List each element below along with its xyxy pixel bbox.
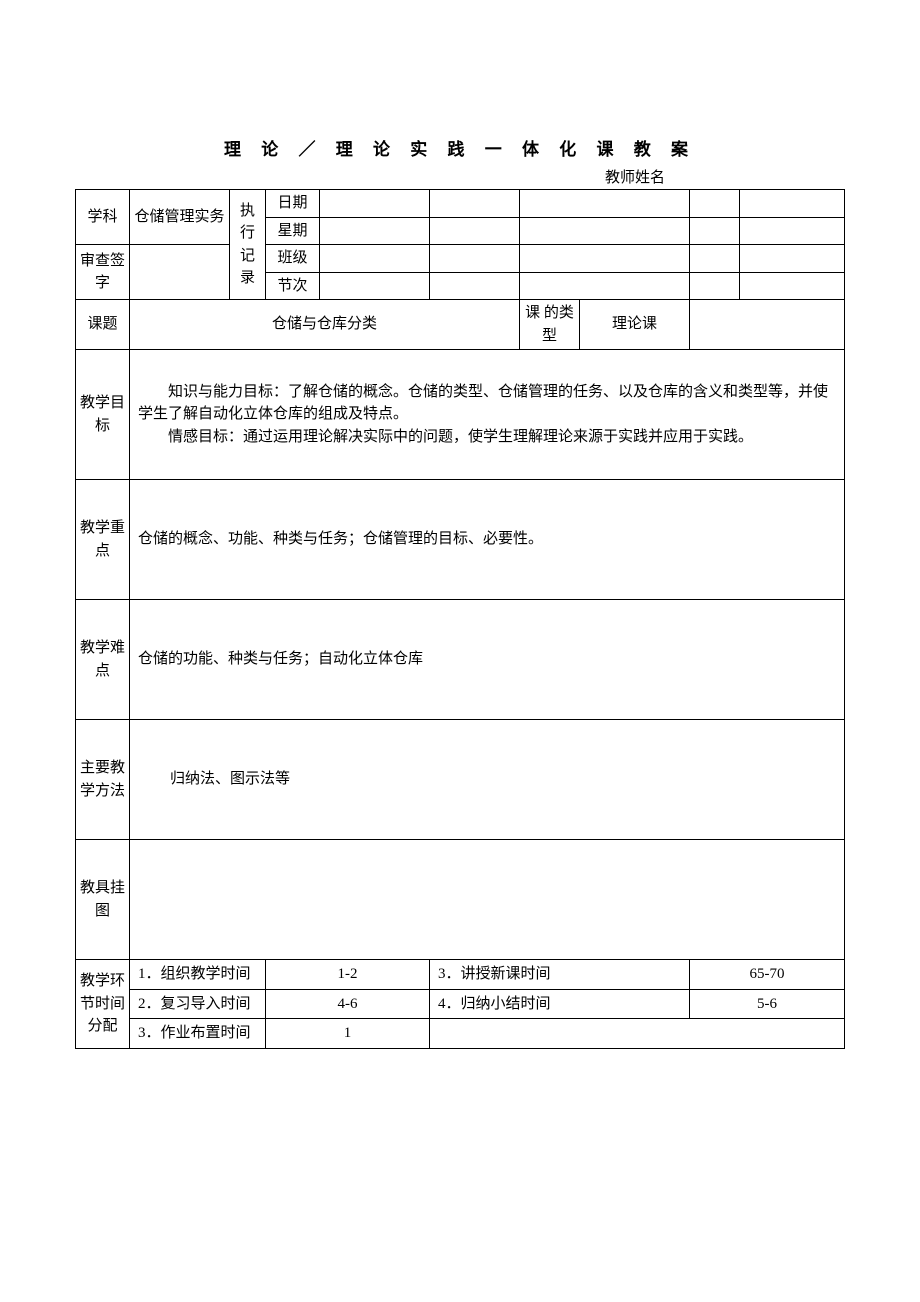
blank-cell: [740, 190, 845, 218]
blank-cell: [430, 272, 520, 300]
blank-cell: [430, 190, 520, 218]
class-label: 班级: [266, 245, 320, 273]
blank-cell: [690, 190, 740, 218]
document-title: 理 论 ／ 理 论 实 践 一 体 化 课 教 案: [75, 135, 845, 160]
table-row: 学科 仓储管理实务 执行记录 日期: [76, 190, 845, 218]
blank-cell: [740, 245, 845, 273]
lesson-plan-table: 学科 仓储管理实务 执行记录 日期 星期 审查签字 班级 节次 课题: [75, 189, 845, 1049]
objectives-text-2: 情感目标：通过运用理论解决实际中的问题，使学生理解理论来源于实践并应用于实践。: [138, 426, 836, 449]
timing-item-2-name: 2．复习导入时间: [130, 989, 266, 1019]
course-type-value: 理论课: [580, 300, 690, 350]
blank-cell: [520, 217, 690, 245]
tools-label: 教具挂图: [76, 840, 130, 960]
blank-cell: [690, 245, 740, 273]
difficulties-content: 仓储的功能、种类与任务；自动化立体仓库: [130, 600, 845, 720]
course-type-label: 课 的类 型: [520, 300, 580, 350]
subject-label: 学科: [76, 190, 130, 245]
timing-item-1-name: 1．组织教学时间: [130, 960, 266, 990]
timing-item-5-value: 5-6: [690, 989, 845, 1019]
date-label: 日期: [266, 190, 320, 218]
blank-cell: [690, 272, 740, 300]
timing-item-3-value: 1: [266, 1019, 430, 1049]
table-row: 审查签字 班级: [76, 245, 845, 273]
methods-content: 归纳法、图示法等: [130, 720, 845, 840]
blank-cell: [520, 190, 690, 218]
table-row: 教学难点 仓储的功能、种类与任务；自动化立体仓库: [76, 600, 845, 720]
blank-cell: [690, 217, 740, 245]
blank-cell: [740, 217, 845, 245]
review-label: 审查签字: [76, 245, 130, 300]
timing-item-2-value: 4-6: [266, 989, 430, 1019]
table-row: 教学重点 仓储的概念、功能、种类与任务；仓储管理的目标、必要性。: [76, 480, 845, 600]
blank-cell: [320, 190, 430, 218]
timing-item-3-name: 3．作业布置时间: [130, 1019, 266, 1049]
period-label: 节次: [266, 272, 320, 300]
timing-item-5-name: 4．归纳小结时间: [430, 989, 690, 1019]
keypoints-label: 教学重点: [76, 480, 130, 600]
table-row: 3．作业布置时间 1: [76, 1019, 845, 1049]
table-row: 教学环节时间分配 1．组织教学时间 1-2 3．讲授新课时间 65-70: [76, 960, 845, 990]
teacher-name-label: 教师姓名: [75, 166, 845, 187]
tools-content: [130, 840, 845, 960]
topic-value: 仓储与仓库分类: [130, 300, 520, 350]
table-row: 主要教学方法 归纳法、图示法等: [76, 720, 845, 840]
timing-item-4-name: 3．讲授新课时间: [430, 960, 690, 990]
objectives-text-1: 知识与能力目标：了解仓储的概念。仓储的类型、仓储管理的任务、以及仓库的含义和类型…: [138, 381, 836, 426]
timing-label: 教学环节时间分配: [76, 960, 130, 1049]
objectives-label: 教学目标: [76, 350, 130, 480]
weekday-label: 星期: [266, 217, 320, 245]
blank-cell: [740, 272, 845, 300]
topic-label: 课题: [76, 300, 130, 350]
review-value: [130, 245, 230, 300]
blank-cell: [520, 245, 690, 273]
timing-item-1-value: 1-2: [266, 960, 430, 990]
blank-cell: [430, 217, 520, 245]
blank-cell: [520, 272, 690, 300]
blank-cell: [690, 300, 845, 350]
blank-cell: [430, 1019, 845, 1049]
table-row: 教具挂图: [76, 840, 845, 960]
objectives-content: 知识与能力目标：了解仓储的概念。仓储的类型、仓储管理的任务、以及仓库的含义和类型…: [130, 350, 845, 480]
subject-value: 仓储管理实务: [130, 190, 230, 245]
difficulties-label: 教学难点: [76, 600, 130, 720]
blank-cell: [430, 245, 520, 273]
keypoints-content: 仓储的概念、功能、种类与任务；仓储管理的目标、必要性。: [130, 480, 845, 600]
table-row: 2．复习导入时间 4-6 4．归纳小结时间 5-6: [76, 989, 845, 1019]
table-row: 教学目标 知识与能力目标：了解仓储的概念。仓储的类型、仓储管理的任务、以及仓库的…: [76, 350, 845, 480]
exec-record-label: 执行记录: [230, 190, 266, 300]
timing-item-4-value: 65-70: [690, 960, 845, 990]
methods-label: 主要教学方法: [76, 720, 130, 840]
blank-cell: [320, 272, 430, 300]
table-row: 课题 仓储与仓库分类 课 的类 型 理论课: [76, 300, 845, 350]
blank-cell: [320, 245, 430, 273]
blank-cell: [320, 217, 430, 245]
